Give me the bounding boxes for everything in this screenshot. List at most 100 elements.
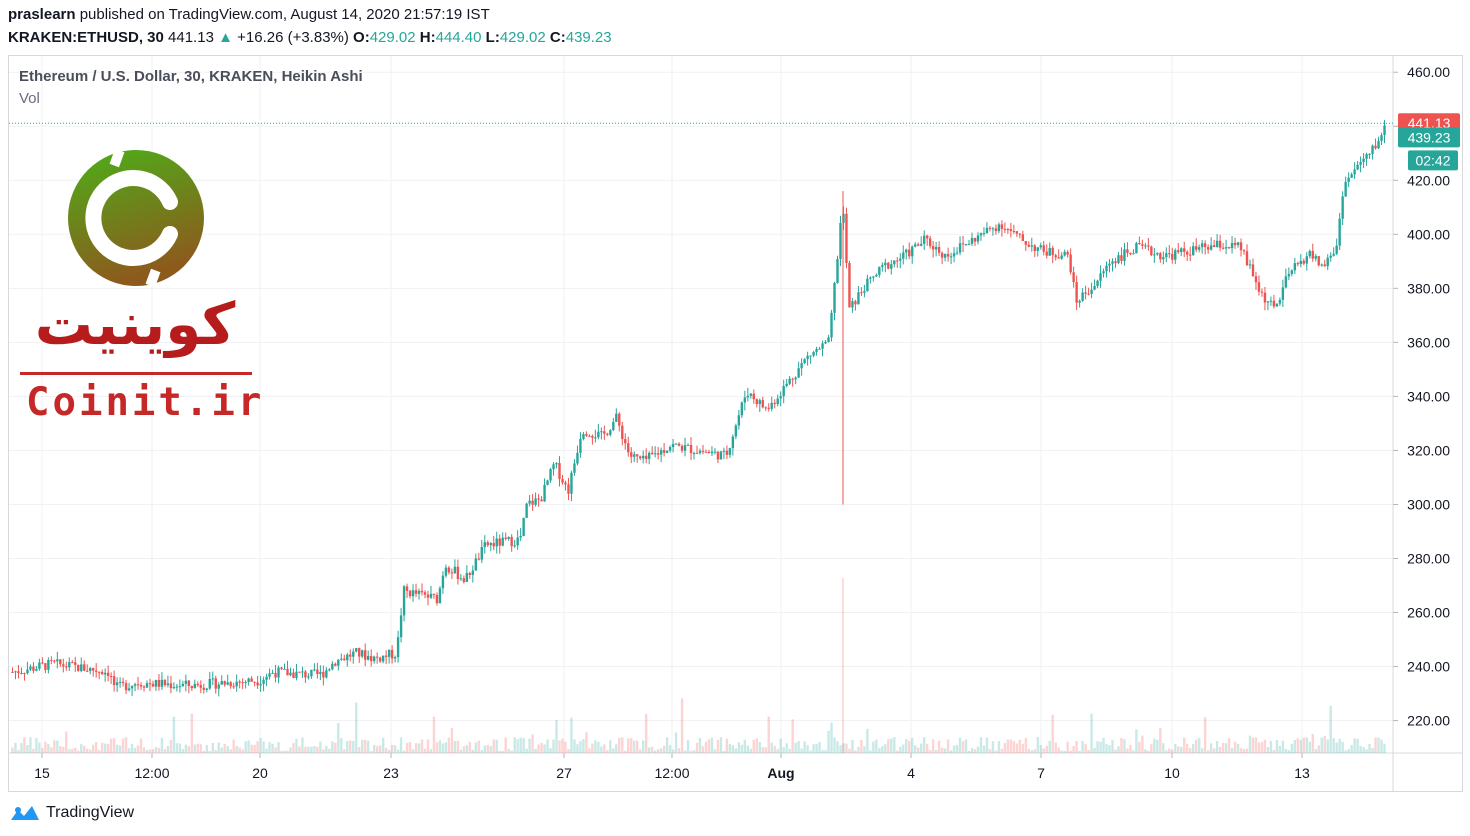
candle-body <box>1060 255 1063 259</box>
volume-bar <box>83 746 86 753</box>
candle-body <box>271 672 274 674</box>
volume-bar <box>1302 737 1305 753</box>
candle-body <box>334 663 337 666</box>
candle-body <box>674 443 678 445</box>
volume-bar <box>722 750 726 753</box>
volume-bar <box>600 746 603 753</box>
volume-bar <box>1033 749 1036 753</box>
candle-body <box>1093 285 1096 290</box>
volume-bar <box>304 746 307 753</box>
volume-bar <box>1362 747 1365 753</box>
volume-bar <box>1266 747 1270 753</box>
candle-body <box>1296 263 1300 265</box>
volume-bar <box>112 738 116 753</box>
volume-bar <box>908 740 911 753</box>
candle-body <box>145 683 149 688</box>
volume-legend[interactable]: Vol <box>19 90 40 107</box>
volume-bar <box>851 739 854 753</box>
volume-bar <box>498 750 501 753</box>
volume-bar <box>1338 738 1341 753</box>
volume-bar <box>1212 748 1216 753</box>
volume-bar <box>1293 740 1297 753</box>
volume-bar <box>905 739 908 753</box>
volume-bar <box>1275 740 1279 753</box>
candle-body <box>1159 253 1162 260</box>
volume-bar <box>686 740 690 753</box>
candle-body <box>1108 263 1111 266</box>
candle-body <box>1317 256 1320 266</box>
volume-bar <box>893 737 896 753</box>
candle-body <box>872 276 875 278</box>
candle-body <box>1326 257 1329 267</box>
volume-bar <box>202 750 205 753</box>
candle-body <box>474 558 478 571</box>
chart-legend-title[interactable]: Ethereum / U.S. Dollar, 30, KRAKEN, Heik… <box>19 68 363 85</box>
candle-body <box>1239 242 1243 251</box>
volume-bar <box>848 748 851 753</box>
candle-body <box>1162 257 1165 260</box>
candle-body <box>812 352 815 356</box>
volume-bar <box>447 737 451 753</box>
volume-bar <box>361 739 364 753</box>
candle-body <box>283 668 286 670</box>
price-tick-label: 380.00 <box>1407 280 1450 296</box>
candle-body <box>432 593 436 595</box>
volume-bar <box>352 740 355 753</box>
candle-body <box>546 480 549 485</box>
candle-body <box>522 517 525 536</box>
volume-bar <box>845 743 848 753</box>
close-value: 439.23 <box>565 29 612 46</box>
candle-body <box>869 277 872 279</box>
volume-bar <box>1192 744 1195 753</box>
tradingview-brand[interactable]: TradingView <box>10 800 134 826</box>
candle-body <box>1189 254 1192 256</box>
candle-body <box>758 400 761 405</box>
volume-bar <box>1084 744 1087 753</box>
volume-bar <box>704 741 708 753</box>
volume-bar <box>1009 739 1013 753</box>
candle-body <box>62 664 65 667</box>
publisher-name[interactable]: praslearn <box>8 6 76 23</box>
candle-body <box>794 377 797 380</box>
candle-body <box>480 546 483 560</box>
volume-bar <box>1242 749 1246 753</box>
candle-body <box>420 590 424 593</box>
volume-bar <box>716 739 720 753</box>
candle-body <box>238 681 241 683</box>
volume-bar <box>650 746 654 753</box>
candle-body <box>196 683 200 686</box>
candle-body <box>202 687 205 690</box>
volume-bar <box>773 745 776 753</box>
candle-body <box>731 436 735 449</box>
volume-bar <box>109 738 113 753</box>
time-tick-label: 4 <box>907 765 915 781</box>
candle-body <box>881 265 884 267</box>
volume-bar <box>731 745 735 753</box>
candle-body <box>668 447 672 451</box>
candle-body <box>175 686 179 688</box>
candle-body <box>967 243 971 245</box>
volume-bar <box>627 738 630 753</box>
volume-bar <box>594 740 597 753</box>
candle-body <box>833 283 836 313</box>
volume-bar <box>1296 738 1300 753</box>
candle-body <box>594 437 597 439</box>
candle-body <box>653 453 657 455</box>
volume-bar <box>630 738 633 753</box>
candle-body <box>1305 256 1308 264</box>
coinit-site-text[interactable]: Coinit.ir <box>26 380 265 425</box>
candle-body <box>103 672 107 675</box>
candle-body <box>41 662 44 664</box>
volume-bar <box>41 747 44 753</box>
candle-body <box>573 463 576 473</box>
price-tag-label: 441.13 <box>1408 115 1451 131</box>
candle-body <box>567 484 570 494</box>
candle-body <box>1090 289 1093 294</box>
candle-body <box>32 666 35 671</box>
volume-bar <box>961 741 965 753</box>
candle-body <box>396 637 400 658</box>
volume-bar <box>20 743 23 753</box>
time-tick-label: 12:00 <box>134 765 169 781</box>
